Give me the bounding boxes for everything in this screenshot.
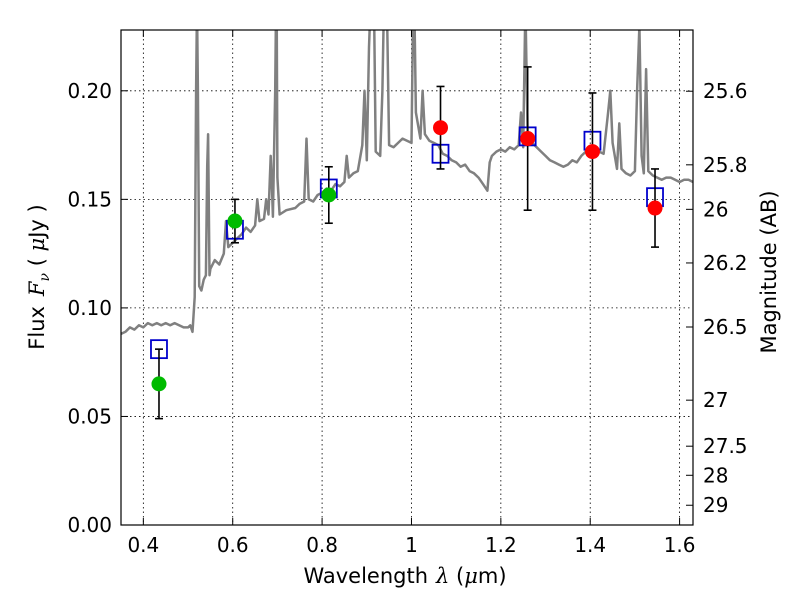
y-tick-label: 0.15 bbox=[67, 187, 112, 211]
x-axis-label-text: Wavelength bbox=[303, 564, 428, 588]
y-axis-unit-symbol: μ bbox=[25, 238, 49, 252]
x-axis-unit-symbol: μ bbox=[464, 564, 478, 588]
y-axis-unit-open: ( bbox=[25, 251, 49, 273]
observed-point bbox=[321, 187, 337, 203]
y2-tick-label: 26.5 bbox=[703, 315, 748, 339]
y-axis-label-text: Flux bbox=[25, 306, 49, 350]
y-axis-label-subscript: ν bbox=[37, 272, 53, 281]
x-tick-label: 1 bbox=[405, 533, 418, 557]
observed-point bbox=[520, 131, 536, 147]
y2-tick-label: 25.6 bbox=[703, 79, 748, 103]
marker-layer bbox=[150, 66, 664, 420]
y2-tick-label: 27 bbox=[703, 388, 728, 412]
y-tick-label: 0.05 bbox=[67, 404, 112, 428]
x-axis-unit-open: ( bbox=[449, 564, 464, 588]
y-tick-label: 0.00 bbox=[67, 513, 112, 537]
y2-axis-label: Magnitude (AB) bbox=[757, 190, 781, 353]
y-axis-label: Flux Fν ( μJy ) bbox=[25, 204, 53, 349]
y-tick-label: 0.10 bbox=[67, 296, 112, 320]
y-tick-label: 0.20 bbox=[67, 79, 112, 103]
x-tick-label: 1.6 bbox=[664, 533, 696, 557]
observed-point bbox=[584, 144, 600, 160]
y-axis-label-symbol: F bbox=[25, 280, 49, 297]
y2-tick-label: 26 bbox=[703, 197, 728, 221]
x-tick-label: 0.8 bbox=[306, 533, 338, 557]
y2-tick-label: 29 bbox=[703, 493, 728, 517]
plot-frame bbox=[120, 29, 694, 526]
observed-point bbox=[227, 213, 243, 229]
x-tick-label: 0.6 bbox=[217, 533, 249, 557]
y2-tick-label: 28 bbox=[703, 463, 728, 487]
y-axis-unit-close: Jy ) bbox=[25, 204, 49, 240]
x-tick-label: 1.4 bbox=[574, 533, 606, 557]
observed-point bbox=[433, 120, 449, 136]
y2-tick-label: 27.5 bbox=[703, 434, 748, 458]
observed-point bbox=[151, 376, 167, 392]
observed-point bbox=[647, 200, 663, 216]
y2-tick-label: 25.8 bbox=[703, 153, 748, 177]
axis-ticks: 0.4 0.6 0.8 1 1.2 1.4 1.6 0.00 0.05 0.10 0.15 0.20 2… bbox=[67, 30, 748, 557]
x-axis-label: Wavelength λ (μm) bbox=[303, 564, 506, 588]
y2-tick-label: 26.2 bbox=[703, 251, 748, 275]
x-axis-label-symbol: λ bbox=[435, 564, 449, 588]
x-axis-unit-close: m) bbox=[478, 564, 507, 588]
x-tick-label: 1.2 bbox=[485, 533, 517, 557]
x-tick-label: 0.4 bbox=[127, 533, 159, 557]
